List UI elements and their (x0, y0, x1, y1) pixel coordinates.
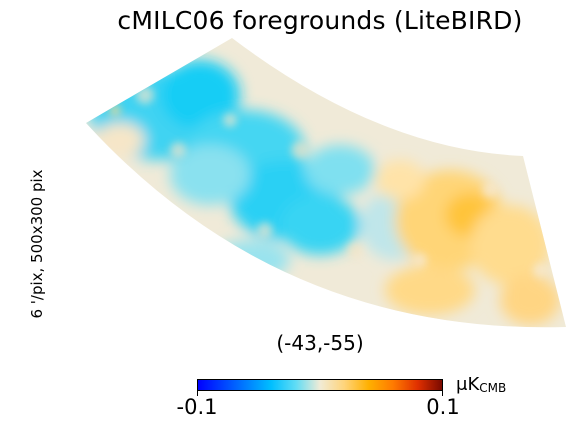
unit-subscript: CMB (479, 381, 507, 395)
colorbar-min-label: -0.1 (176, 395, 218, 419)
colorbar-min-tick (197, 391, 198, 396)
map-patch (86, 38, 566, 328)
plot-title: cMILC06 foregrounds (LiteBIRD) (117, 6, 523, 35)
colorbar-max-tick (442, 391, 443, 396)
colorbar-max-label: 0.1 (426, 395, 460, 419)
coordinates-label: (-43,-55) (276, 331, 364, 355)
colorbar (197, 379, 443, 391)
unit-prefix: μK (456, 374, 480, 395)
colorbar-unit: μKCMB (456, 374, 506, 395)
